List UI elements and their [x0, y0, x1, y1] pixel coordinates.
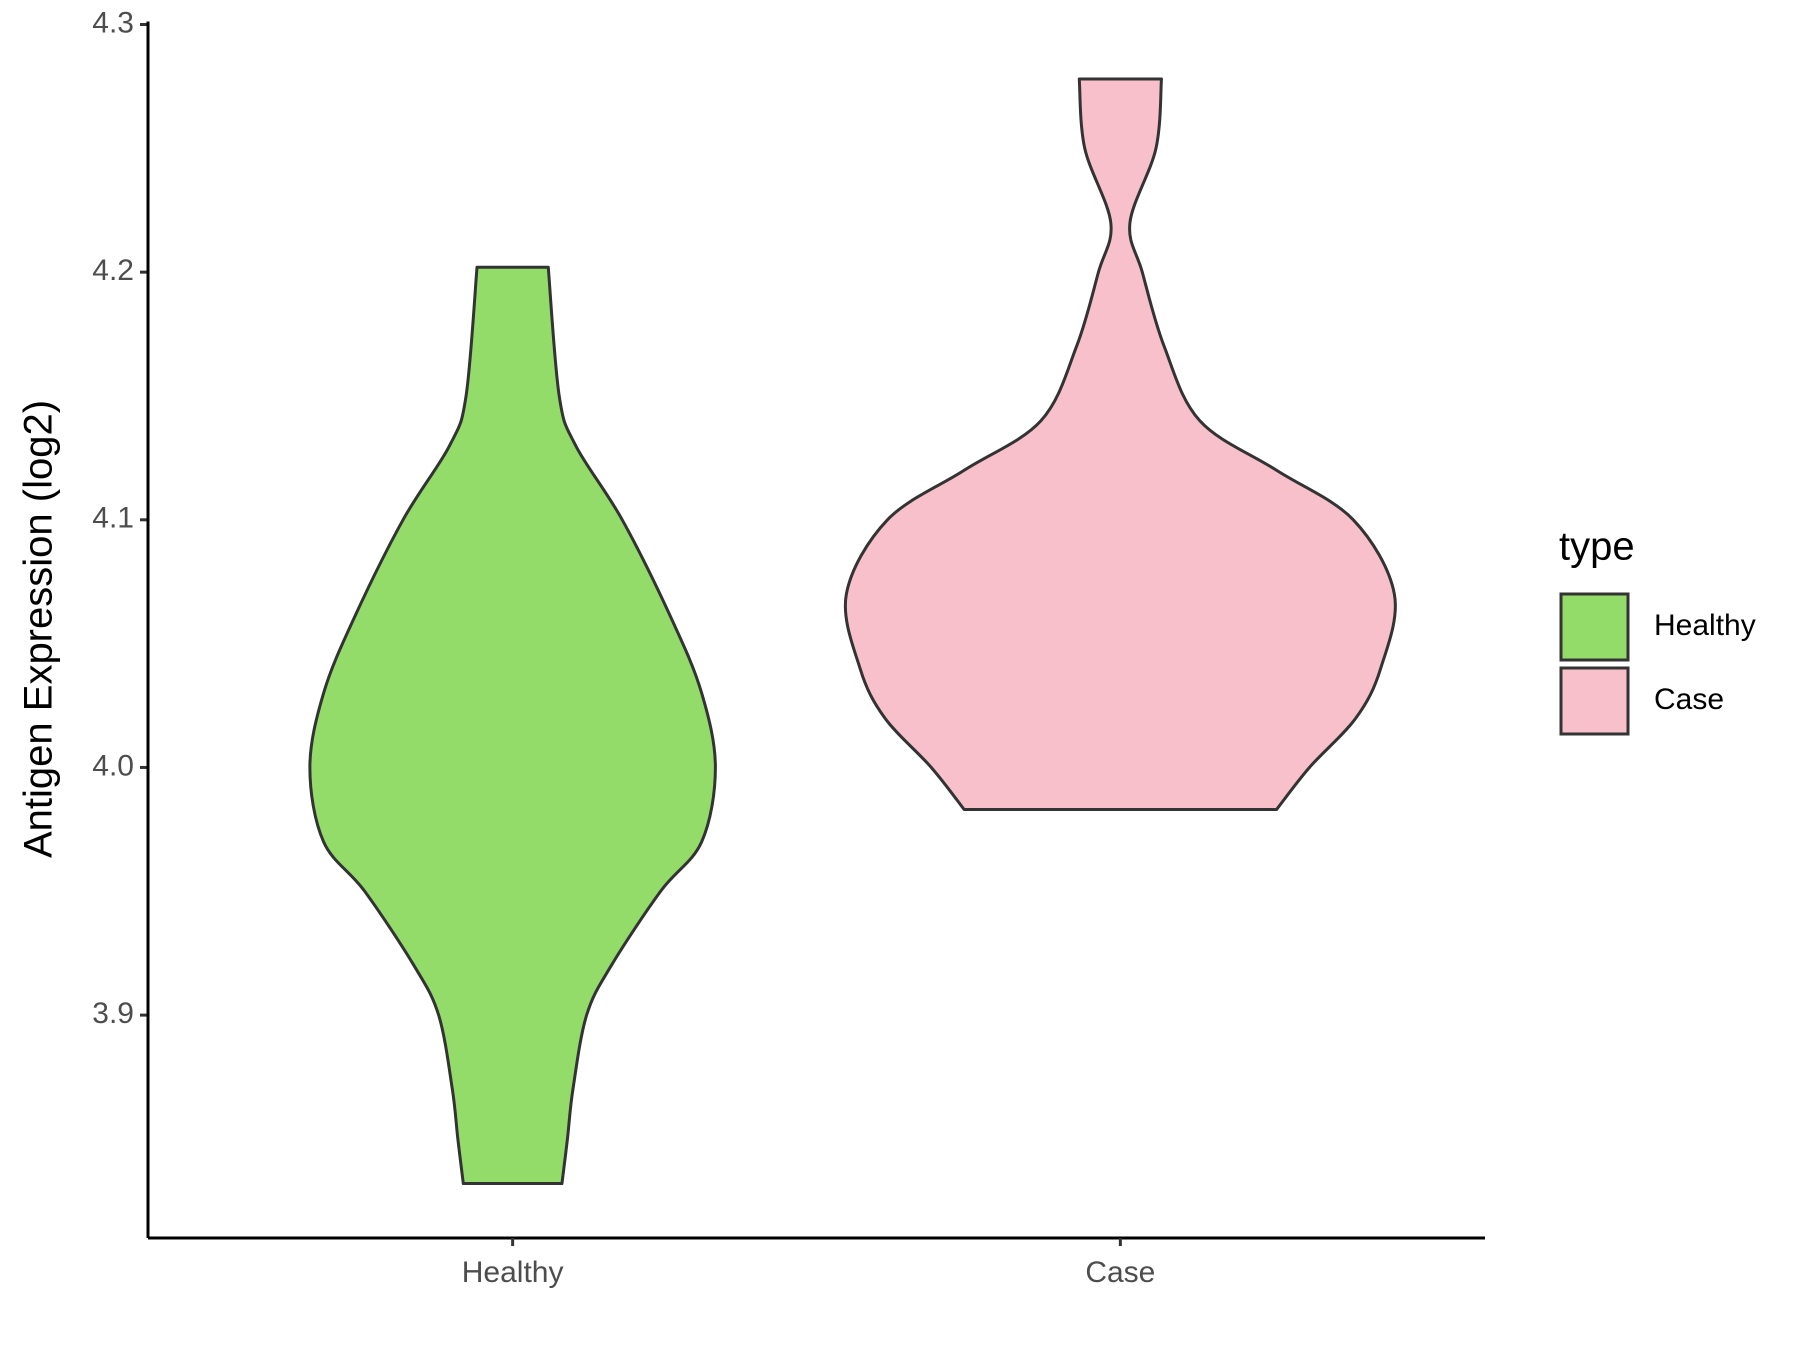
x-tick-label: Healthy — [462, 1256, 564, 1289]
legend-label: Case — [1654, 683, 1724, 716]
legend-title: type — [1559, 525, 1635, 569]
violin — [843, 77, 1397, 812]
y-tick-label: 3.9 — [92, 997, 134, 1030]
x-tick-label: Case — [1085, 1256, 1155, 1289]
legend-key — [1559, 666, 1630, 736]
violin — [308, 265, 717, 1186]
y-tick-label: 4.0 — [92, 749, 134, 782]
y-axis-title: Antigen Expression (log2) — [17, 400, 61, 858]
y-tick-label: 4.3 — [92, 6, 134, 39]
legend-label: Healthy — [1654, 609, 1756, 642]
y-tick-label: 4.2 — [92, 254, 134, 287]
legend-key — [1559, 592, 1630, 662]
y-tick-label: 4.1 — [92, 502, 134, 535]
